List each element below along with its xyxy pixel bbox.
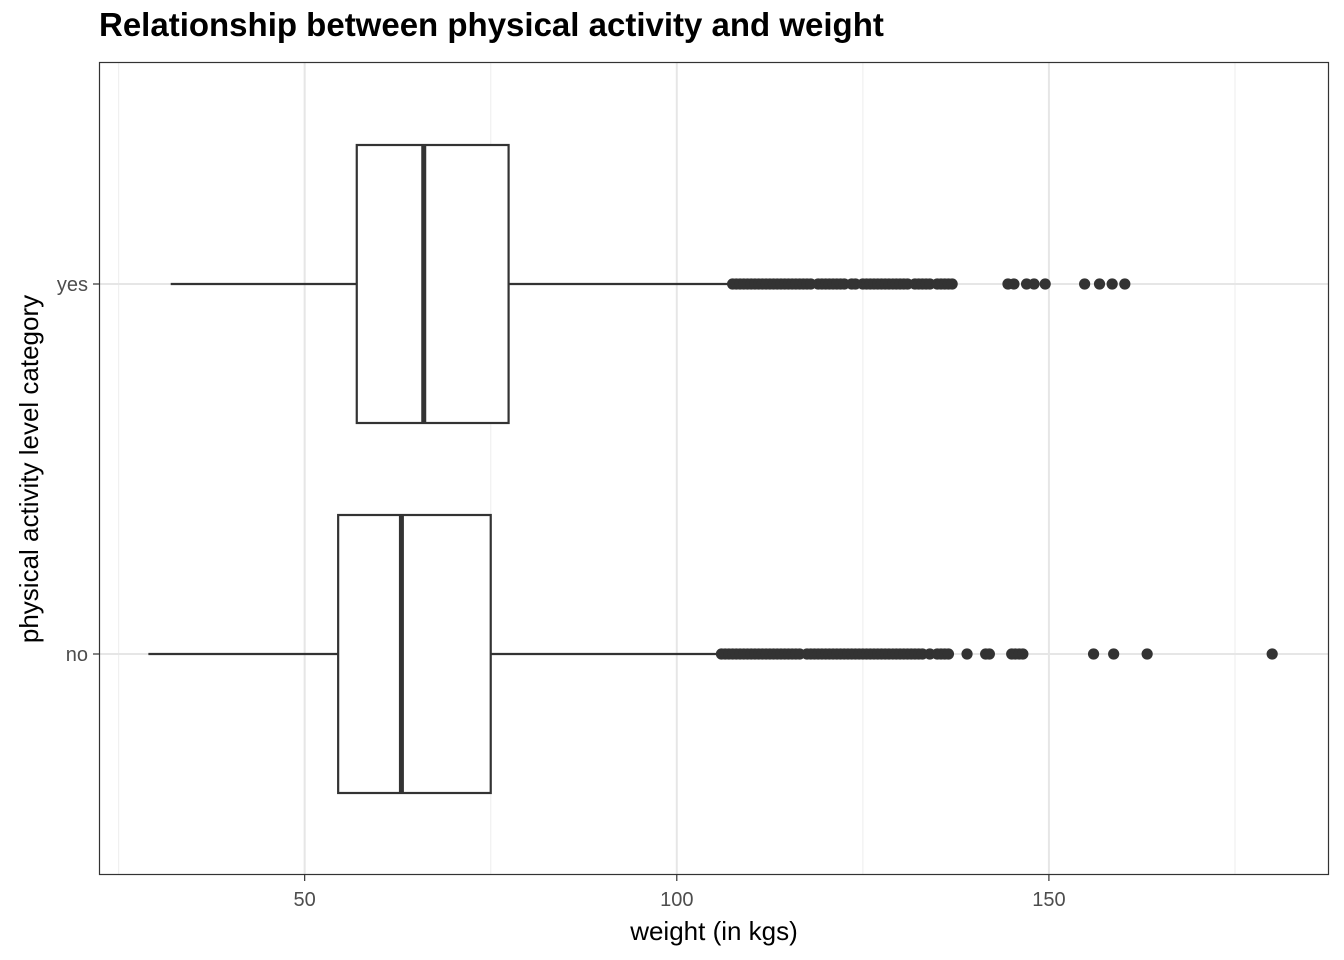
outlier-point — [1141, 648, 1153, 660]
chart-title: Relationship between physical activity a… — [99, 6, 884, 43]
outlier-point — [1119, 278, 1131, 290]
outlier-point — [1028, 278, 1040, 290]
iqr-box — [337, 513, 492, 795]
x-tick-label: 100 — [660, 889, 693, 911]
outlier-point — [1093, 278, 1106, 290]
outlier-point — [1087, 648, 1100, 660]
outlier-point — [983, 648, 995, 660]
y-tick-label: no — [66, 644, 88, 666]
x-tick-label: 150 — [1032, 889, 1065, 911]
y-tick-label: yes — [57, 274, 88, 296]
outlier-point — [1079, 278, 1091, 290]
outlier-point — [1106, 278, 1118, 290]
outlier-point — [1017, 648, 1029, 660]
box-group-no — [148, 513, 1278, 795]
gridlines — [100, 63, 1328, 874]
outlier-point — [961, 648, 973, 660]
outlier-point — [1108, 648, 1120, 660]
box-group-yes — [170, 143, 1131, 425]
outlier-point — [942, 648, 955, 660]
iqr-box — [355, 143, 510, 425]
outlier-point — [1039, 278, 1051, 290]
outlier-point — [1266, 648, 1278, 660]
y-axis-title: physical activity level category — [14, 295, 44, 643]
boxplot-marks — [148, 143, 1278, 795]
axes: 50 100 150 no yes — [57, 274, 1066, 911]
panel-border — [98, 61, 1330, 876]
outlier-point — [1008, 278, 1020, 290]
x-tick-label: 50 — [294, 889, 316, 911]
x-axis-title: weight (in kgs) — [629, 916, 798, 946]
outlier-point — [946, 278, 958, 290]
